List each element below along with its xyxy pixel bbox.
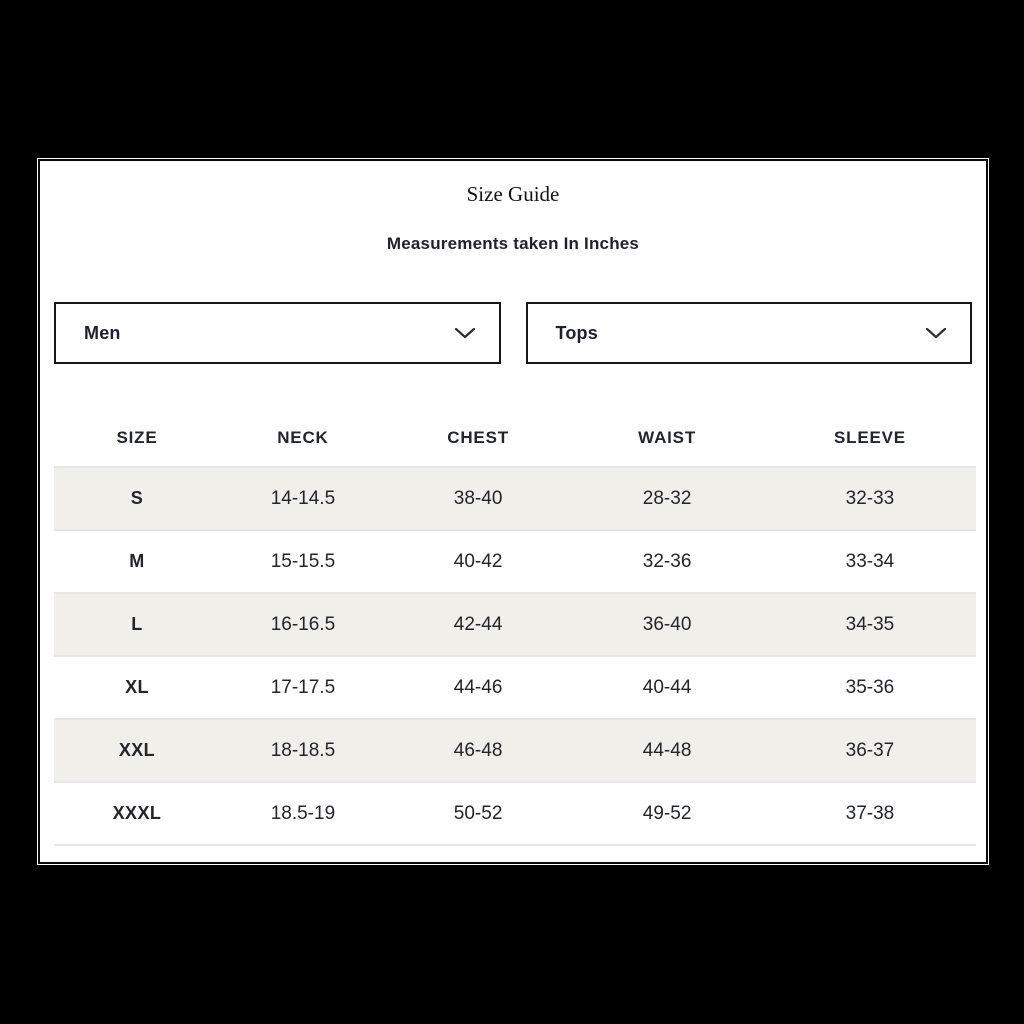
size-table-body: S 14-14.5 38-40 28-32 32-33 M 15-15.5 40-42 32-3…: [54, 466, 976, 846]
measurement-cell: 28-32: [570, 466, 764, 530]
table-row: XXXL 18.5-19 50-52 49-52 37-38: [54, 781, 976, 846]
measurement-cell: 17-17.5: [219, 655, 386, 719]
modal-subtitle: Measurements taken In Inches: [386, 234, 640, 253]
measurement-cell: 36-37: [763, 718, 976, 782]
chevron-down-icon: [926, 327, 946, 338]
column-header-chest: CHEST: [447, 428, 509, 447]
measurement-cell: 33-34: [763, 529, 976, 593]
category-select-value: Tops: [555, 322, 598, 343]
measurement-cell: 37-38: [763, 781, 976, 846]
table-row: XXL 18-18.5 46-48 44-48 36-37: [54, 718, 976, 782]
measurement-cell: 50-52: [385, 781, 571, 846]
size-label-cell: M: [54, 529, 220, 593]
column-header-size: SIZE: [116, 428, 158, 447]
size-label-cell: XXXL: [54, 781, 220, 846]
measurement-cell: 40-44: [570, 655, 764, 719]
size-table-header-row: SIZE NECK CHEST WAIST SLEEVE: [54, 410, 976, 467]
size-guide-modal: Size Guide Measurements taken In Inches …: [38, 159, 988, 864]
chevron-down-icon: [454, 327, 475, 338]
size-label-cell: XXL: [54, 718, 220, 782]
column-header-waist: WAIST: [638, 428, 697, 447]
modal-title: Size Guide: [466, 182, 560, 206]
size-table: SIZE NECK CHEST WAIST SLEEVE S 14-14.5 38-40 28…: [54, 410, 976, 846]
measurement-cell: 35-36: [763, 655, 976, 719]
measurement-cell: 34-35: [763, 592, 976, 656]
measurement-cell: 44-46: [385, 655, 571, 719]
category-select[interactable]: Tops: [525, 302, 972, 364]
measurement-cell: 40-42: [385, 529, 571, 593]
measurement-cell: 14-14.5: [219, 466, 386, 530]
table-row: XL 17-17.5 44-46 40-44 35-36: [54, 655, 976, 719]
size-label-cell: XL: [54, 655, 220, 719]
measurement-cell: 44-48: [570, 718, 764, 782]
measurement-cell: 49-52: [570, 781, 764, 846]
measurement-cell: 16-16.5: [219, 592, 386, 656]
measurement-cell: 38-40: [385, 466, 571, 530]
measurement-cell: 32-33: [763, 466, 976, 530]
size-label-cell: S: [54, 466, 220, 530]
measurement-cell: 18-18.5: [219, 718, 386, 782]
column-header-sleeve: SLEEVE: [834, 428, 906, 447]
filter-selects-row: Men Tops: [54, 302, 972, 364]
measurement-cell: 15-15.5: [219, 529, 386, 593]
table-row: S 14-14.5 38-40 28-32 32-33: [54, 466, 976, 530]
measurement-cell: 18.5-19: [219, 781, 386, 846]
gender-select[interactable]: Men: [54, 302, 501, 364]
table-row: M 15-15.5 40-42 32-36 33-34: [54, 529, 976, 593]
measurement-cell: 32-36: [570, 529, 764, 593]
measurement-cell: 42-44: [385, 592, 571, 656]
measurement-cell: 46-48: [385, 718, 571, 782]
measurement-cell: 36-40: [570, 592, 764, 656]
size-label-cell: L: [54, 592, 220, 656]
table-row: L 16-16.5 42-44 36-40 34-35: [54, 592, 976, 656]
column-header-neck: NECK: [277, 428, 329, 447]
gender-select-value: Men: [84, 322, 121, 343]
